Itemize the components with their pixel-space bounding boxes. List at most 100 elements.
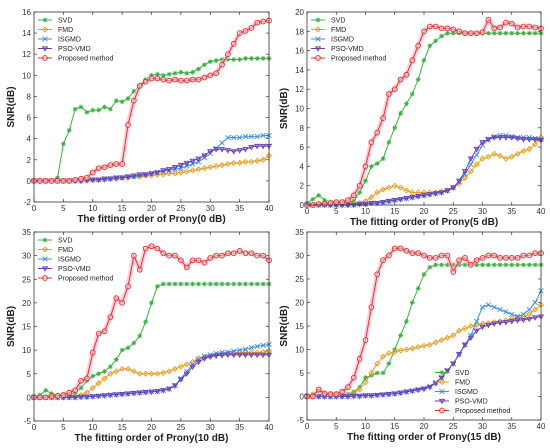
data-point — [213, 163, 220, 170]
x-tick-label: 40 — [537, 422, 546, 431]
data-point — [136, 266, 143, 273]
data-point — [230, 352, 237, 359]
data-point — [107, 314, 114, 320]
y-tick-label: 16 — [295, 47, 304, 56]
legend-swatch-marker — [42, 55, 48, 61]
x-tick-label: 0 — [32, 423, 37, 432]
data-point — [473, 318, 480, 325]
x-tick-label: 0 — [32, 204, 37, 213]
x-tick-label: 5 — [334, 207, 339, 216]
legend-swatch-marker — [42, 237, 48, 243]
data-point — [350, 389, 357, 396]
data-point — [42, 178, 49, 184]
data-point — [415, 77, 421, 82]
data-point — [236, 30, 243, 36]
y-tick-label: 16 — [22, 8, 31, 17]
y-tick-label: -5 — [24, 417, 32, 426]
data-point — [130, 368, 137, 375]
data-point — [143, 319, 149, 325]
legend-label: Proposed method — [455, 408, 510, 415]
y-axis-label: SNR(dB) — [6, 306, 17, 347]
data-point — [124, 174, 132, 180]
data-point — [131, 252, 137, 259]
data-point — [380, 115, 386, 122]
data-point — [508, 255, 515, 261]
data-point — [374, 370, 380, 376]
data-point — [95, 380, 102, 387]
data-point — [160, 171, 167, 178]
data-point — [491, 304, 497, 310]
data-point — [166, 71, 172, 77]
data-point — [230, 149, 237, 155]
legend-label: ISGMD — [331, 37, 354, 44]
data-point — [124, 391, 132, 397]
y-tick-label: 10 — [22, 346, 31, 355]
y-tick-label: 6 — [300, 143, 305, 152]
data-point — [385, 350, 392, 357]
data-point — [397, 347, 404, 354]
y-tick-label: 0 — [300, 201, 305, 210]
data-point — [260, 342, 266, 349]
data-point — [496, 135, 504, 141]
data-point — [345, 384, 351, 390]
data-point — [380, 156, 386, 162]
y-tick-label: 14 — [22, 29, 31, 38]
data-point — [380, 257, 386, 264]
data-point — [219, 252, 225, 259]
data-point — [455, 352, 463, 358]
x-axis-label: The fitting order of Prony(15 dB) — [347, 432, 501, 443]
data-point — [508, 135, 515, 141]
data-point — [415, 42, 422, 49]
data-point — [236, 248, 243, 254]
axes-frame — [33, 11, 270, 203]
data-point — [101, 164, 108, 171]
data-point — [119, 99, 125, 105]
data-point — [207, 281, 213, 287]
data-point — [83, 394, 91, 401]
data-point — [315, 201, 322, 207]
x-tick-label: 35 — [507, 422, 516, 431]
data-point — [96, 107, 102, 113]
data-point — [254, 19, 261, 26]
data-point — [201, 356, 208, 362]
x-tick-label: 15 — [390, 207, 399, 216]
data-point — [374, 200, 381, 207]
data-point — [225, 250, 231, 257]
data-point — [444, 25, 451, 32]
data-point — [374, 189, 381, 196]
data-point — [485, 16, 492, 23]
y-tick-label: -2 — [24, 198, 32, 207]
data-point — [356, 182, 363, 189]
data-point — [154, 283, 160, 289]
data-point — [183, 168, 190, 175]
x-tick-label: 0 — [305, 207, 310, 216]
data-point — [514, 136, 521, 142]
data-point — [71, 395, 79, 401]
data-point — [467, 322, 474, 330]
legend-swatch-marker — [41, 26, 49, 33]
data-point — [433, 262, 439, 268]
data-point — [43, 387, 49, 393]
y-tick-label: 20 — [295, 299, 304, 308]
data-point — [231, 134, 237, 141]
legend-label: SVD — [58, 238, 72, 245]
y-axis-label: SNR(dB) — [279, 305, 290, 346]
data-point — [426, 341, 433, 348]
x-tick-label: 40 — [265, 423, 274, 432]
data-point — [515, 30, 520, 36]
data-point — [37, 394, 43, 401]
data-point — [125, 283, 131, 290]
legend-swatch-marker — [41, 46, 49, 52]
series-proposed-method — [304, 245, 544, 400]
data-point — [426, 384, 434, 391]
data-point — [142, 390, 149, 396]
data-point — [479, 29, 486, 36]
data-point — [438, 190, 445, 196]
data-point — [462, 255, 468, 261]
data-point — [432, 339, 439, 346]
data-point — [154, 370, 161, 377]
data-point — [362, 163, 369, 170]
data-point — [514, 313, 521, 320]
data-point — [72, 106, 78, 112]
